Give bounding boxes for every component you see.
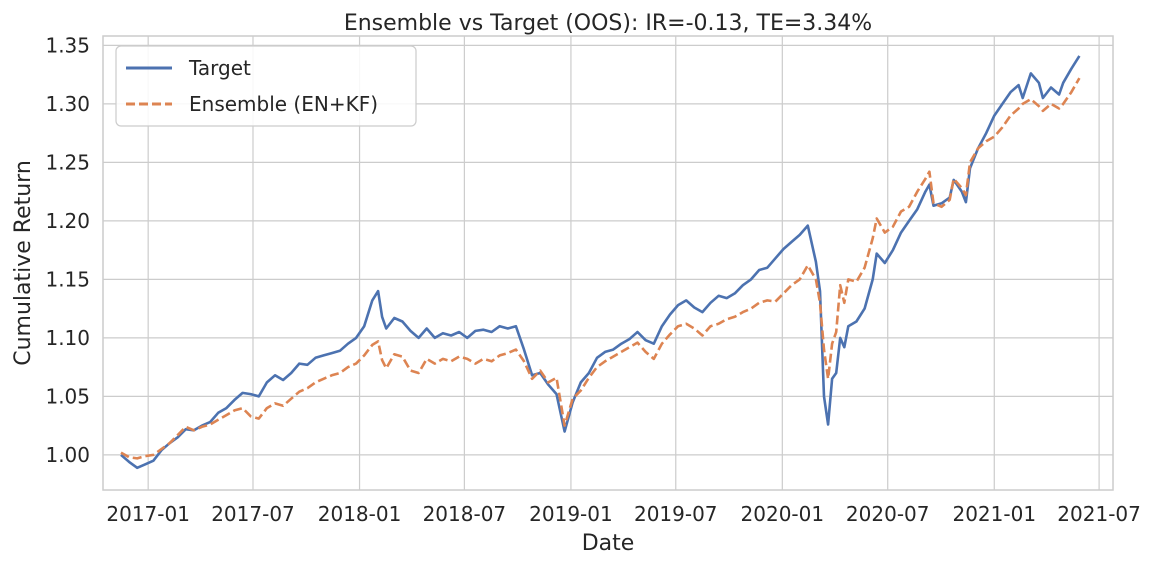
chart-title: Ensemble vs Target (OOS): IR=-0.13, TE=3… [344,11,872,36]
x-tick-label: 2020-01 [741,502,825,526]
y-tick-label: 1.20 [45,209,90,233]
legend: Target Ensemble (EN+KF) [115,45,417,127]
series-layer [120,55,1081,470]
plot-frame [102,35,1114,491]
x-tick-label: 2018-01 [318,502,402,526]
y-axis-title: Cumulative Return [11,160,36,366]
y-tick-label: 1.10 [45,326,90,350]
x-tick-label: 2019-01 [529,502,613,526]
grid [103,36,1113,490]
legend-label-ensemble: Ensemble (EN+KF) [189,92,378,116]
x-tick-labels: 2017-01 2017-07 2018-01 2018-07 2019-01 2019-… [106,502,1141,526]
x-tick-label: 2018-07 [423,502,507,526]
y-tick-label: 1.35 [45,33,90,57]
legend-label-target: Target [188,56,251,80]
x-axis-title: Date [582,531,635,556]
y-tick-label: 1.15 [45,267,90,291]
x-tick-label: 2021-07 [1057,502,1141,526]
series-line-ensemble [120,77,1081,460]
y-tick-labels: 1.00 1.05 1.10 1.15 1.20 1.25 1.30 1.35 [45,33,90,467]
x-tick-label: 2017-01 [106,502,190,526]
x-tick-label: 2021-01 [952,502,1036,526]
y-tick-label: 1.05 [45,384,90,408]
x-tick-label: 2017-07 [211,502,295,526]
x-tick-label: 2019-07 [634,502,718,526]
y-tick-label: 1.30 [45,92,90,116]
y-tick-label: 1.00 [45,443,90,467]
y-tick-label: 1.25 [45,150,90,174]
legend-box [115,45,417,127]
x-tick-label: 2020-07 [846,502,930,526]
